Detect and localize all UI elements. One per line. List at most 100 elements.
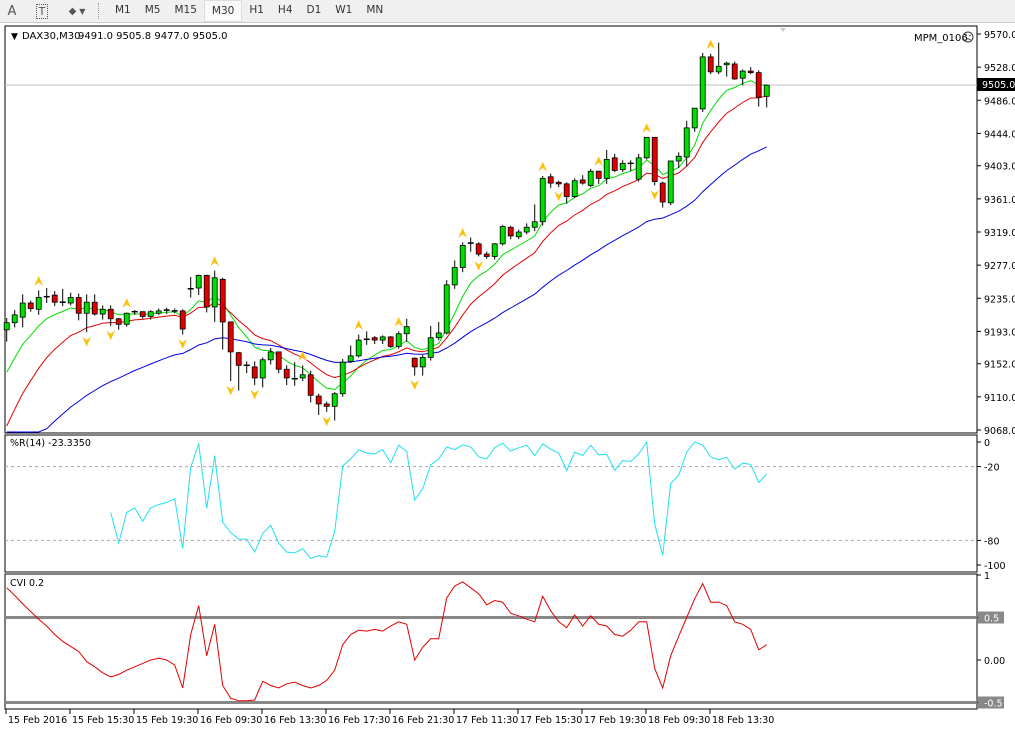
candle-body: [491, 243, 498, 257]
timeframe-mn[interactable]: MN: [366, 4, 384, 16]
chart-menu-triangle-icon[interactable]: ▼: [11, 32, 18, 42]
candle-body: [219, 278, 226, 323]
candle-body: [267, 351, 274, 361]
timeframe-m15[interactable]: M15: [174, 4, 197, 16]
candle: [659, 181, 666, 208]
candle: [707, 53, 714, 75]
candle: [539, 175, 546, 226]
candle: [235, 351, 242, 391]
candle-body: [99, 308, 106, 315]
candle-body: [27, 302, 34, 309]
candle: [411, 357, 418, 376]
candle: [579, 175, 586, 185]
fractal-up-arrow-icon: [354, 319, 364, 331]
timeframe-m30[interactable]: M30: [203, 0, 243, 22]
fractal-up-arrow-icon: [642, 122, 652, 134]
candle-body: [635, 157, 642, 180]
fractal-up-arrow-icon: [458, 227, 468, 239]
shapes-icon: ◆: [68, 5, 77, 17]
cvi-level-badge: [978, 696, 1004, 709]
candle: [219, 277, 226, 350]
time-tick-label: 15 Feb 15:30: [72, 715, 134, 726]
candle-body: [403, 326, 410, 335]
text-tool-button[interactable]: A: [0, 1, 24, 21]
candle-body: [195, 274, 202, 289]
candle-body: [643, 136, 650, 159]
williams-r-panel: 0 -20 -80 -100: [5, 438, 1006, 572]
candle: [315, 393, 322, 416]
fractal-up-arrow-icon: [298, 350, 308, 362]
candle: [195, 274, 202, 296]
candle: [163, 307, 170, 315]
candle: [699, 52, 706, 113]
candle-body: [579, 179, 586, 184]
text-icon: A: [7, 3, 17, 19]
candle: [475, 242, 482, 257]
timeframe-m5[interactable]: M5: [144, 4, 161, 16]
candle: [427, 325, 434, 361]
candle-body: [259, 359, 266, 379]
candle-body: [11, 314, 18, 324]
candle-body: [155, 310, 162, 314]
timeframe-h1[interactable]: H1: [249, 4, 264, 16]
timeframe-h4[interactable]: H4: [277, 4, 293, 16]
fractal-down-arrow-icon: [106, 330, 116, 341]
candle: [187, 276, 194, 298]
candle-body: [51, 294, 58, 303]
candle: [43, 288, 50, 303]
candle: [667, 160, 674, 206]
candle: [147, 310, 154, 320]
timeframe-m1[interactable]: M1: [115, 4, 131, 16]
ohlc-label: 9491.0 9505.8 9477.0 9505.0: [78, 31, 228, 42]
candle-body: [91, 301, 98, 315]
current-price-box: [977, 78, 1015, 91]
fractal-up-arrow-icon: [538, 161, 548, 172]
cvi-level-badge: [978, 611, 1004, 624]
candle: [299, 365, 306, 382]
candle-body: [611, 157, 618, 171]
timeframe-w1[interactable]: W1: [335, 4, 353, 16]
candle: [155, 308, 162, 315]
candle-body: [595, 170, 602, 179]
candle: [347, 345, 354, 363]
candle: [467, 237, 474, 252]
price-tick-label: 9486.0: [984, 96, 1015, 107]
text-label-tool-button[interactable]: T: [30, 1, 54, 21]
candle: [691, 107, 698, 132]
shift-marker-icon[interactable]: [780, 28, 786, 32]
text-label-icon: T: [35, 3, 49, 19]
cvi-tick-label: -0.5: [984, 699, 1003, 710]
wpr-frame: [4, 434, 978, 573]
candle-body: [555, 181, 562, 185]
symbol-label: DAX30,M30: [22, 31, 80, 42]
shapes-dropdown-button[interactable]: ◆ ▼: [60, 1, 94, 21]
cvi-label: CVI 0.2: [10, 578, 44, 589]
fractal-down-arrow-icon: [410, 379, 420, 391]
candle: [59, 288, 66, 307]
candle-body: [339, 361, 346, 395]
candle-body: [323, 403, 330, 407]
candle: [683, 120, 690, 167]
candle-body: [3, 322, 10, 331]
candle: [251, 361, 258, 386]
candle-body: [459, 245, 466, 268]
cvi-tick-label: 0.5: [984, 614, 999, 625]
fractal-up-arrow-icon: [34, 275, 44, 287]
wpr-tick-label: -100: [984, 561, 1006, 572]
candle-body: [659, 182, 666, 203]
timeframe-d1[interactable]: D1: [306, 4, 322, 16]
candle-body: [347, 355, 354, 362]
fractal-down-arrow-icon: [226, 385, 236, 396]
candle: [363, 331, 370, 345]
time-tick-label: 16 Feb 17:30: [328, 715, 390, 726]
candle: [491, 243, 498, 260]
candle-body: [147, 311, 154, 317]
candle-body: [315, 395, 322, 405]
candle: [459, 242, 466, 273]
candle-body: [499, 226, 506, 245]
candle-body: [475, 243, 482, 255]
time-axis: 15 Feb 2016 15 Feb 15:30 15 Feb 19:30 16 Fe…: [5, 709, 774, 726]
candle: [643, 136, 650, 160]
current-price-label: 9505.0: [982, 80, 1015, 91]
